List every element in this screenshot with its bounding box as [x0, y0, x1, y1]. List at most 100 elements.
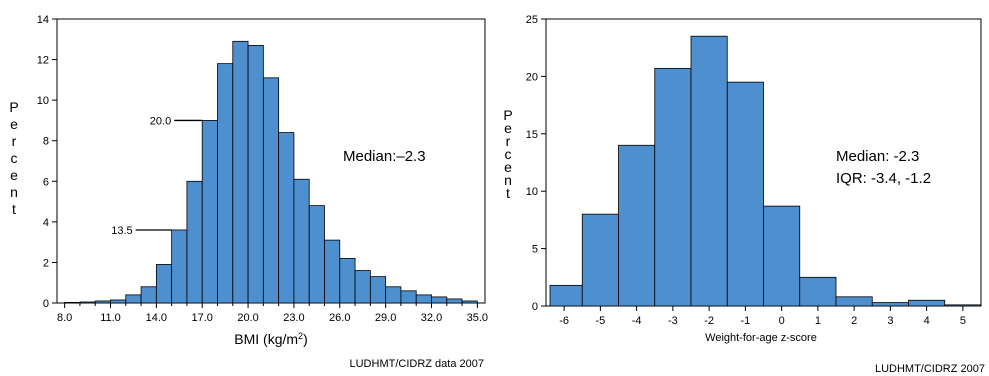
waz-bar — [871, 302, 909, 307]
waz-y-tick-label: 25 — [526, 14, 538, 26]
bmi-y-tick-label: 14 — [37, 14, 49, 26]
bmi-bar — [64, 301, 81, 304]
waz-y-tick-label: 0 — [532, 301, 538, 313]
bmi-y-tick-label: 2 — [43, 257, 49, 269]
bmi-x-tick-label: 26.0 — [329, 312, 350, 324]
bmi-y-tick-label: 10 — [37, 95, 49, 107]
bmi-bar — [400, 290, 417, 304]
y-label-letter: n — [10, 184, 18, 200]
waz-bar — [654, 67, 692, 307]
waz-bar — [908, 299, 946, 307]
bmi-bar — [140, 286, 157, 304]
waz-x-tick-label: -6 — [559, 315, 569, 327]
bmi-bar — [110, 299, 127, 304]
y-label-letter: e — [10, 167, 18, 183]
waz-x-tick-label: -3 — [668, 315, 678, 327]
waz-x-tick-label: -5 — [595, 315, 605, 327]
bmi-x-tick-label: 29.0 — [375, 312, 396, 324]
y-label-letter: e — [10, 116, 18, 132]
waz-y-tick-label: 5 — [532, 244, 538, 256]
bmi-y-tick-label: 12 — [37, 55, 49, 67]
bmi-y-tick-label: 4 — [43, 217, 49, 229]
waz-bars — [549, 35, 982, 307]
bmi-bar — [431, 296, 448, 304]
y-label-letter: c — [11, 150, 18, 166]
bmi-x-tick-label: 23.0 — [283, 312, 304, 324]
bmi-x-tick-label: 20.0 — [237, 312, 258, 324]
bmi-y-tick-label: 6 — [43, 176, 49, 188]
waz-y-ticks: 0 5 10 15 20 25 — [526, 14, 546, 313]
bmi-annotations: 20.0 13.5 — [111, 115, 203, 237]
waz-bar — [549, 284, 583, 307]
bmi-bar — [415, 294, 432, 304]
bmi-x-tick-label: 14.0 — [146, 312, 167, 324]
y-label-letter: n — [504, 172, 512, 188]
bmi-annotation-label: 13.5 — [111, 225, 132, 237]
bmi-annotation-label: 20.0 — [150, 115, 171, 127]
y-label-letter: c — [505, 146, 512, 162]
waz-x-tick-label: 3 — [887, 315, 893, 327]
bmi-bar — [94, 300, 111, 304]
waz-bar — [835, 296, 873, 307]
bmi-bar — [79, 301, 96, 304]
waz-x-tick-label: -1 — [740, 315, 750, 327]
waz-y-tick-label: 10 — [526, 186, 538, 198]
bmi-bar — [262, 77, 280, 304]
bmi-x-tick-label: 35.0 — [467, 312, 488, 324]
bmi-credit: LUDHMT/CIDRZ data 2007 — [350, 358, 485, 370]
bmi-bar — [232, 40, 249, 304]
waz-x-tick-label: 0 — [779, 315, 785, 327]
y-label-letter: e — [504, 120, 512, 136]
bmi-bar — [385, 286, 402, 304]
waz-iqr-text: IQR: -3.4, -1.2 — [836, 170, 931, 187]
bmi-bar — [217, 63, 234, 304]
bmi-bar — [201, 120, 218, 304]
waz-x-tick-label: -2 — [704, 315, 714, 327]
bmi-bar — [125, 294, 142, 304]
y-label-letter: t — [12, 201, 16, 217]
bmi-x-tick-label: 11.0 — [100, 312, 121, 324]
waz-x-ticks: -6 -5 -4 -3 -2 -1 0 1 2 3 4 5 — [559, 306, 966, 327]
waz-x-tick-label: -4 — [632, 315, 642, 327]
y-label-letter: r — [506, 133, 511, 149]
bmi-median-text: Median:–2.3 — [343, 148, 426, 165]
bmi-x-ticks: 8.0 11.0 14.0 17.0 20.0 23.0 26.0 29.0 32.0 35.0 — [57, 303, 488, 324]
waz-median-text: Median: -2.3 — [836, 148, 919, 165]
bmi-bars — [64, 40, 478, 304]
waz-y-tick-label: 20 — [526, 71, 538, 83]
waz-credit: LUDHMT/CIDRZ 2007 — [875, 363, 985, 375]
waz-x-axis-label: Weight-for-age z-score — [705, 332, 817, 344]
y-label-letter: r — [12, 133, 17, 149]
waz-bar — [944, 304, 982, 307]
waz-x-tick-label: 5 — [960, 315, 966, 327]
bmi-histogram: 0 2 4 6 8 10 12 14 8.0 11.0 14.0 17.0 20.0 23.0 26.0 2… — [9, 14, 488, 370]
waz-bar — [799, 276, 837, 307]
waz-bar — [726, 81, 764, 307]
waz-bar — [618, 144, 656, 307]
waz-bar — [581, 213, 619, 307]
bmi-x-tick-label: 32.0 — [421, 312, 442, 324]
bmi-x-axis-label: BMI (kg/m2) — [234, 331, 307, 347]
waz-bar — [763, 205, 801, 307]
bmi-bar — [369, 276, 387, 304]
waz-x-tick-label: 1 — [815, 315, 821, 327]
bmi-bar — [354, 270, 371, 304]
bmi-bar — [461, 300, 478, 304]
bmi-y-letter: P — [9, 99, 18, 115]
bmi-bar — [324, 239, 341, 304]
waz-bar — [690, 35, 728, 307]
bmi-bar — [293, 178, 310, 304]
bmi-bar — [186, 180, 203, 304]
bmi-bar — [446, 298, 463, 304]
bmi-y-tick-label: 8 — [43, 136, 49, 148]
waz-x-tick-label: 2 — [851, 315, 857, 327]
y-label-letter: t — [506, 185, 510, 201]
bmi-bar — [308, 205, 325, 304]
bmi-bar — [247, 44, 264, 304]
bmi-bar — [171, 229, 188, 304]
y-label-letter: e — [504, 159, 512, 175]
